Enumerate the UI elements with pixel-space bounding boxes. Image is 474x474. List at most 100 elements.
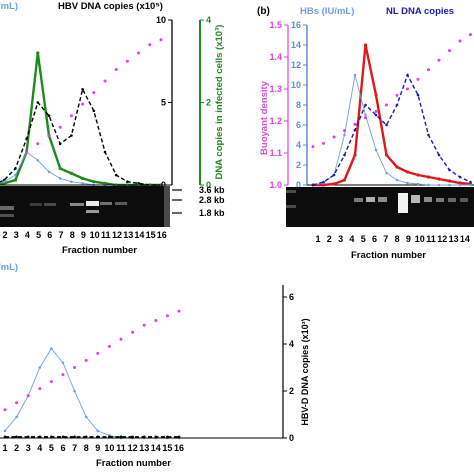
panel-c-right-tick-label: 4 (289, 339, 294, 349)
panel-b-blue-tick-label: 10 (291, 80, 301, 90)
panel-a-gel-band (86, 210, 99, 213)
panel-b-gel-band (436, 198, 444, 202)
panel-a-x-tick-label: 8 (70, 230, 75, 240)
panel-c-series-magenta-point (49, 380, 53, 384)
panel-c-x-tick-label: 13 (139, 443, 149, 453)
panel-c-series-black-point (50, 435, 53, 439)
panel-b-density-tick-label: 1.3 (269, 84, 282, 94)
panel-b-series-red-point (437, 177, 441, 181)
panel-b-series-magenta-point (469, 33, 472, 37)
panel-a-x-tick-label: 11 (101, 230, 111, 240)
panel-b-series-magenta-point (353, 122, 357, 126)
panel-a-series-green-line (0, 52, 161, 187)
panel-c-right-tick-label: 0 (289, 433, 294, 443)
panel-b-top-right-label: NL DNA copies (386, 6, 454, 17)
panel-a-series-magenta-point (25, 150, 29, 154)
panel-b-series-magenta-point (416, 77, 420, 81)
panel-b-series-magenta-point (332, 135, 336, 139)
panel-a-series-black-point (36, 101, 40, 104)
panel-a-right-tick-label: 0 (206, 180, 211, 190)
panel-a-x-tick-label: 2 (2, 230, 7, 240)
panel-c-series-black-point (166, 435, 169, 439)
panel-a-top-label: HBV DNA copies (x10⁵) (58, 1, 163, 12)
panel-a-gel-band (115, 202, 127, 205)
panel-b-density-tick-label: 1.0 (269, 180, 282, 190)
panel-c-series-magenta-point (142, 323, 146, 327)
panel-a-series-light_blue-point (58, 177, 62, 180)
panel-b-series-navy-point (322, 180, 325, 184)
panel-a-gel-band (0, 214, 14, 217)
panel-b-gel-band (460, 198, 468, 202)
panel-a-series-magenta-point (125, 59, 129, 63)
panel-a-gel-band (100, 202, 112, 205)
panel-a-series-green-point (69, 171, 73, 175)
panel-a-x-tick-label: 12 (112, 230, 122, 240)
panel-b-series-magenta-point (458, 39, 462, 43)
panel-b-gel-background (286, 187, 474, 227)
panel-a-series-green-point (58, 166, 62, 171)
panel-a-gel-background (0, 186, 170, 227)
panel-b-x-label: Fraction number (351, 250, 426, 261)
panel-c-x-tick-label: 1 (2, 443, 7, 453)
panel-c-x-tick-label: 11 (116, 443, 126, 453)
panel-b-series-light_blue-point (343, 133, 346, 137)
panel-c-x-tick-label: 12 (128, 443, 138, 453)
panel-b-series-red-point (374, 93, 378, 97)
panel-b-series-navy-point (343, 153, 346, 157)
panel-a-right-tick-label: 4 (206, 15, 211, 25)
panel-b-blue-tick-label: 8 (296, 100, 301, 110)
panel-a-series-green-point (13, 178, 17, 182)
panel-b-blue-tick-label: 14 (291, 40, 301, 50)
panel-c-right-tick-label: 2 (289, 386, 294, 396)
panel-b-series-navy-point (448, 168, 451, 172)
panel-b-x-tick-label: 4 (349, 234, 354, 244)
panel-c-x-tick-label: 3 (26, 443, 31, 453)
panel-b-series-navy-line (312, 73, 471, 186)
panel-a-x-tick-label: 14 (134, 230, 144, 240)
panel-c-series-magenta-point (131, 330, 135, 334)
panel-a-left-tick-label: 10 (156, 15, 166, 25)
panel-a-right-ticks: 4 2 0 (200, 15, 211, 190)
panel-c-x-tick-label: 6 (60, 443, 65, 453)
panel-a-left-tick-label: 0 (161, 180, 166, 190)
panel-a-series-magenta-point (36, 142, 40, 146)
panel-c-x-tick-label: 8 (84, 443, 89, 453)
panel-a-series-light_blue-point (36, 159, 40, 162)
panel-a-series-black-point (47, 114, 51, 117)
panel-b-series-magenta-point (385, 103, 388, 107)
panel-b-series-navy-point (311, 183, 315, 187)
panel-b-blue-tick-label: 16 (291, 20, 301, 30)
panel-b-series-magenta-point (406, 87, 409, 91)
panel-b-gel-band (378, 197, 387, 202)
panel-a-gel-band (86, 201, 99, 206)
panel-a-series-magenta-point (159, 38, 163, 42)
panel-c-x-tick-label: 2 (14, 443, 19, 453)
panel-a-x-tick-label: 9 (81, 230, 86, 240)
panel-c-series-magenta-point (107, 344, 111, 348)
panel-a-series-black-point (114, 173, 118, 177)
gel-marker-label: 3.6 kb (199, 185, 225, 195)
panel-b-series-light_blue-point (469, 183, 472, 187)
panel-b-x-tick-label: 7 (383, 234, 388, 244)
panel-b-density-tick-label: 1.4 (269, 52, 282, 62)
panel-b-series-red-point (332, 182, 336, 186)
panel-b-series-light_blue-point (437, 183, 441, 187)
panel-b-series-magenta-point (437, 58, 441, 62)
panel-b-x-tick-label: 12 (437, 234, 447, 244)
panel-a-series-black-point (126, 180, 129, 183)
panel-b-series-magenta-point (395, 93, 399, 97)
panel-b-blue-tick-label: 4 (296, 140, 301, 150)
panel-a-x-tick-label: 4 (25, 230, 30, 240)
panel-c-series-black-point (96, 435, 100, 439)
panel-a-series-light_blue-point (47, 170, 51, 174)
panel-c-series-black-point (108, 435, 111, 439)
panel-b-gel-band (366, 197, 375, 202)
panel-a-right-tick-label: 2 (206, 98, 211, 108)
panel-a-gel-band (70, 203, 84, 206)
panel-c-series-black-point (131, 435, 134, 439)
panel-a-left-tick-label: 5 (161, 98, 166, 108)
panel-c-x-label: Fraction number (96, 458, 171, 469)
panel-c-x-tick-label: 14 (151, 443, 161, 453)
panel-c-x-tick-label: 10 (104, 443, 114, 453)
panel-c-series-black-point (84, 435, 88, 439)
